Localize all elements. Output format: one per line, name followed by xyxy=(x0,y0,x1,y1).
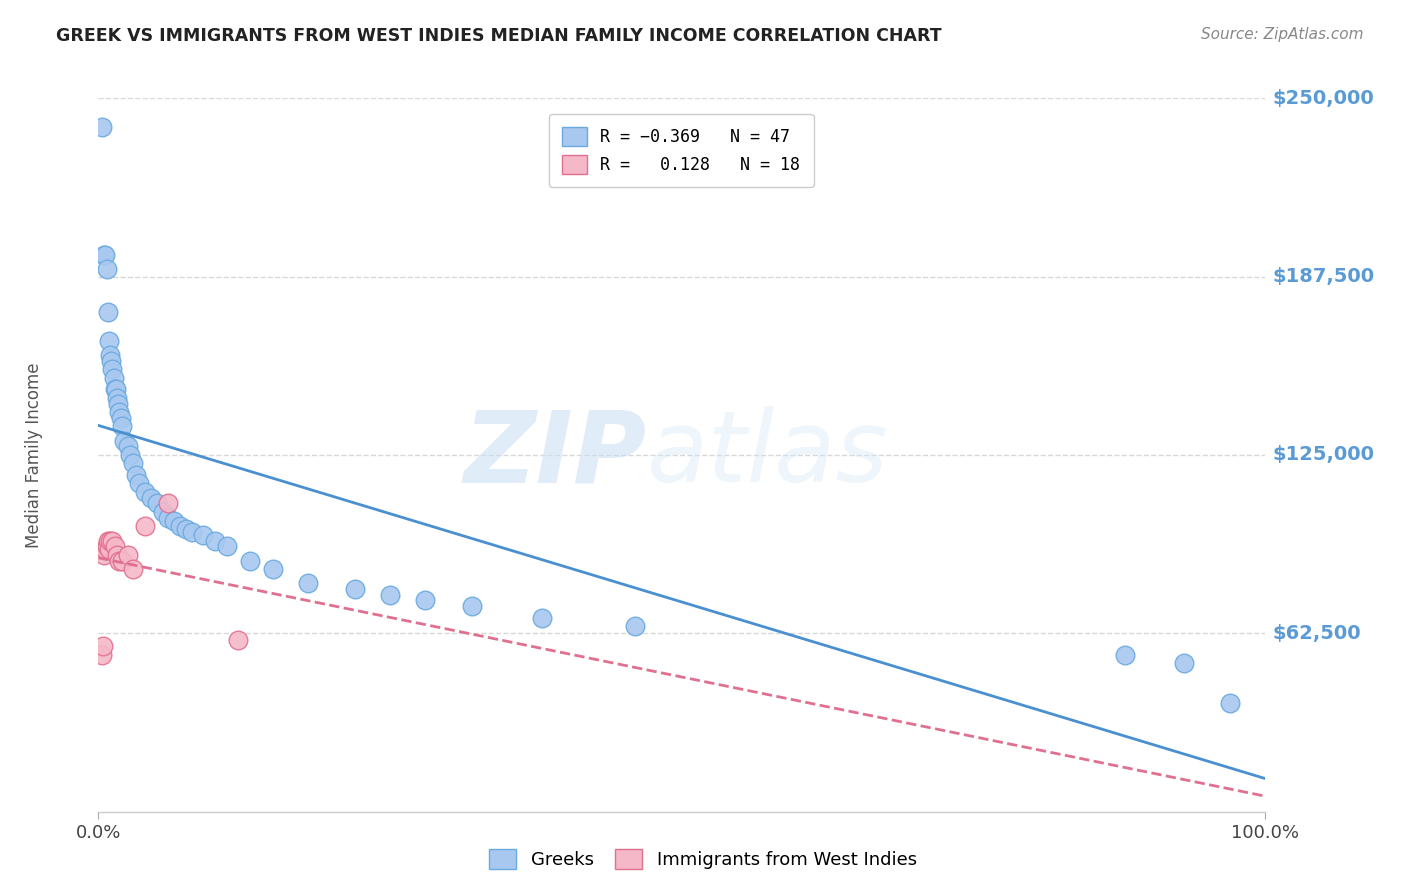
Point xyxy=(94,248,117,262)
Point xyxy=(117,439,139,453)
Point xyxy=(96,262,118,277)
Point xyxy=(105,391,128,405)
Point xyxy=(98,348,121,362)
Point xyxy=(104,382,127,396)
Point xyxy=(169,519,191,533)
Text: ZIP: ZIP xyxy=(464,407,647,503)
Point xyxy=(157,510,180,524)
Point xyxy=(117,548,139,562)
Point xyxy=(461,599,484,614)
Point xyxy=(104,539,127,553)
Point xyxy=(239,553,262,567)
Point xyxy=(180,524,202,539)
Point xyxy=(228,633,250,648)
Point xyxy=(624,619,647,633)
Point xyxy=(101,533,124,548)
Point xyxy=(108,405,131,419)
Point xyxy=(215,539,238,553)
Legend: Greeks, Immigrants from West Indies: Greeks, Immigrants from West Indies xyxy=(479,839,927,879)
Point xyxy=(344,582,367,596)
Point xyxy=(90,648,112,662)
Text: $62,500: $62,500 xyxy=(1272,624,1361,643)
Point xyxy=(93,248,115,262)
Point xyxy=(262,562,284,576)
Point xyxy=(125,467,148,482)
Point xyxy=(413,593,436,607)
Point xyxy=(104,382,127,396)
Point xyxy=(152,505,174,519)
Point xyxy=(110,410,132,425)
Point xyxy=(530,610,553,624)
Point xyxy=(94,542,117,557)
Text: Median Family Income: Median Family Income xyxy=(25,362,44,548)
Point xyxy=(204,533,226,548)
Point xyxy=(97,305,120,319)
Text: atlas: atlas xyxy=(647,407,889,503)
Point xyxy=(101,362,124,376)
Point xyxy=(96,539,118,553)
Point xyxy=(193,528,215,542)
Point xyxy=(100,353,122,368)
Point xyxy=(122,457,145,471)
Point xyxy=(297,576,319,591)
Point xyxy=(1219,696,1241,710)
Point xyxy=(157,496,180,510)
Point xyxy=(97,533,120,548)
Point xyxy=(91,639,114,653)
Point xyxy=(128,476,150,491)
Text: GREEK VS IMMIGRANTS FROM WEST INDIES MEDIAN FAMILY INCOME CORRELATION CHART: GREEK VS IMMIGRANTS FROM WEST INDIES MED… xyxy=(56,27,942,45)
Legend: R = −0.369   N = 47, R =   0.128   N = 18: R = −0.369 N = 47, R = 0.128 N = 18 xyxy=(548,113,814,187)
Point xyxy=(163,514,186,528)
Point xyxy=(97,334,120,348)
Point xyxy=(112,434,135,448)
Point xyxy=(134,519,156,533)
Point xyxy=(103,371,125,385)
Point xyxy=(146,496,169,510)
Point xyxy=(118,448,141,462)
Point xyxy=(97,542,120,557)
Point xyxy=(139,491,162,505)
Text: $250,000: $250,000 xyxy=(1272,88,1374,108)
Point xyxy=(1114,648,1136,662)
Point xyxy=(108,553,131,567)
Point xyxy=(111,553,134,567)
Point xyxy=(93,548,115,562)
Point xyxy=(174,522,197,536)
Text: $125,000: $125,000 xyxy=(1272,445,1375,465)
Point xyxy=(1173,657,1195,671)
Point xyxy=(107,396,129,410)
Point xyxy=(378,588,402,602)
Point xyxy=(90,120,112,134)
Point xyxy=(111,419,134,434)
Point xyxy=(134,485,156,500)
Text: Source: ZipAtlas.com: Source: ZipAtlas.com xyxy=(1201,27,1364,42)
Point xyxy=(105,548,128,562)
Text: $187,500: $187,500 xyxy=(1272,267,1375,286)
Point xyxy=(98,533,121,548)
Point xyxy=(122,562,145,576)
